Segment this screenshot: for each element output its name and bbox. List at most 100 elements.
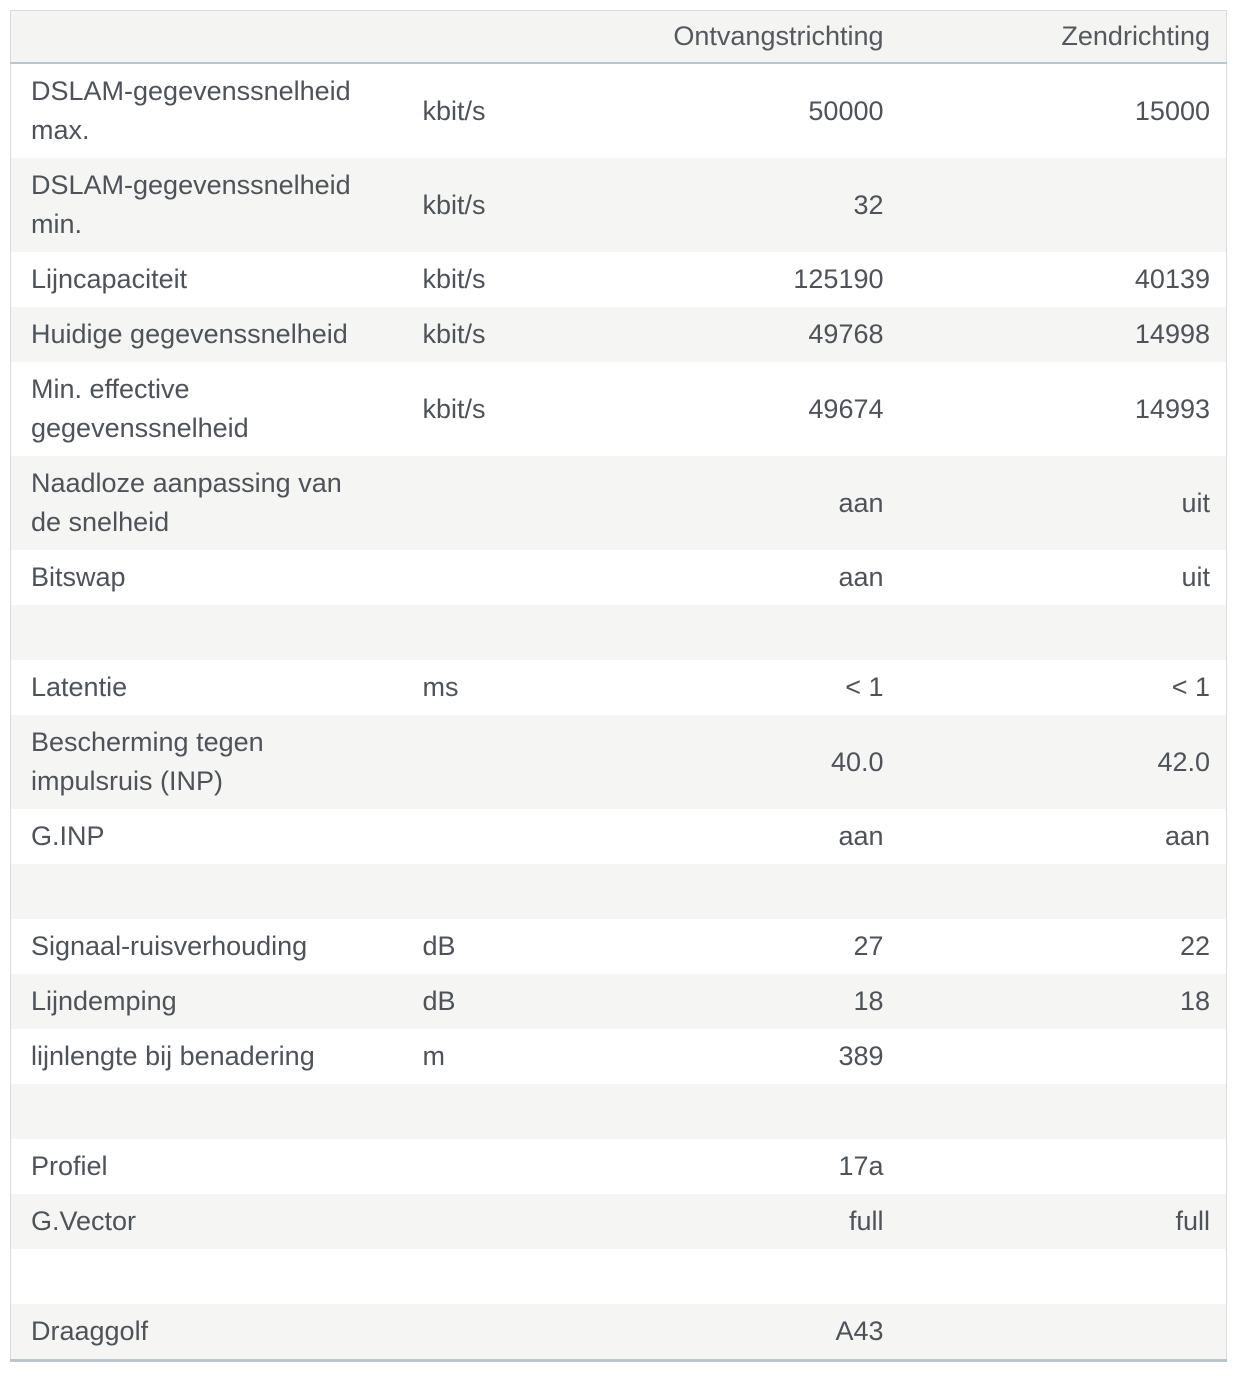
table-row: Lijndemping dB 18 18 <box>10 974 1227 1029</box>
row-receive-value: full <box>848 1206 884 1236</box>
row-label: DSLAM-gegevenssnelheid max. <box>31 76 351 145</box>
row-send-value <box>884 158 1227 252</box>
row-label: Signaal-ruisverhouding <box>31 931 308 961</box>
row-receive-value: 17a <box>838 1151 884 1181</box>
row-send-value: 15000 <box>1134 95 1210 126</box>
row-unit: kbit/s <box>422 264 486 294</box>
table-row <box>10 1249 1227 1304</box>
row-receive-value: 50000 <box>808 95 884 126</box>
table-row <box>10 1084 1227 1139</box>
row-unit: ms <box>422 672 459 702</box>
row-unit <box>423 1139 610 1194</box>
row-send-value: uit <box>1181 487 1210 518</box>
row-label: Latentie <box>31 672 128 702</box>
table-row: Bescherming tegen impulsruis (INP) 40.0 … <box>10 715 1227 809</box>
row-unit: dB <box>422 986 456 1016</box>
row-unit: kbit/s <box>422 319 486 349</box>
row-send-value: 42.0 <box>1157 746 1210 777</box>
row-send-value <box>884 1249 1227 1304</box>
table-row: Min. effective gegevenssnelheid kbit/s 4… <box>10 362 1227 456</box>
row-receive-value: 125190 <box>793 264 884 294</box>
row-unit: kbit/s <box>422 189 486 220</box>
row-unit <box>423 809 610 864</box>
row-unit <box>423 715 610 809</box>
row-label: Lijncapaciteit <box>31 264 188 294</box>
table-row: DSLAM-gegevenssnelheid min. kbit/s 32 <box>10 158 1227 252</box>
row-receive-value: aan <box>838 487 884 518</box>
row-receive-value: 49768 <box>808 319 884 349</box>
row-receive-value: A43 <box>835 1316 884 1346</box>
row-send-value <box>884 1029 1227 1084</box>
table-row: Huidige gegevenssnelheid kbit/s 49768 14… <box>10 307 1227 362</box>
row-unit <box>423 1084 610 1139</box>
row-unit <box>423 864 610 919</box>
row-label: DSLAM-gegevenssnelheid min. <box>31 170 351 239</box>
table-row: Signaal-ruisverhouding dB 27 22 <box>10 919 1227 974</box>
table-row: Draaggolf A43 <box>10 1304 1227 1361</box>
table-row: G.Vector full full <box>10 1194 1227 1249</box>
row-send-value: full <box>1175 1206 1210 1236</box>
row-label: lijnlengte bij benadering <box>31 1041 315 1071</box>
row-send-value: 22 <box>1179 931 1210 961</box>
row-receive-value: 32 <box>853 189 884 220</box>
row-receive-value: 389 <box>838 1041 884 1071</box>
table-row <box>10 864 1227 919</box>
row-send-value <box>884 1139 1227 1194</box>
row-send-value: 40139 <box>1134 264 1210 294</box>
row-receive-value <box>610 1084 884 1139</box>
row-receive-value: < 1 <box>845 672 884 702</box>
row-label: Naadloze aanpassing van de snelheid <box>31 468 342 537</box>
table-row: Naadloze aanpassing van de snelheid aan … <box>10 456 1227 550</box>
header-ontvangstrichting: Ontvangstrichting <box>609 10 884 64</box>
row-receive-value <box>610 605 884 660</box>
table-header-row: Ontvangstrichting Zendrichting <box>10 10 1227 64</box>
row-send-value: aan <box>1164 821 1210 851</box>
row-label: Min. effective gegevenssnelheid <box>31 374 249 443</box>
row-unit <box>423 605 610 660</box>
row-label: Bitswap <box>31 562 126 592</box>
table-row: DSLAM-gegevenssnelheid max. kbit/s 50000… <box>10 63 1227 158</box>
row-receive-value: 40.0 <box>830 746 884 777</box>
row-unit <box>423 1304 610 1361</box>
row-send-value: 14998 <box>1134 319 1210 349</box>
row-send-value: < 1 <box>1171 672 1210 702</box>
table-row: G.INP aan aan <box>10 809 1227 864</box>
row-unit <box>423 550 610 605</box>
row-label: Huidige gegevenssnelheid <box>31 319 348 349</box>
row-send-value <box>884 864 1227 919</box>
row-unit <box>423 456 610 550</box>
row-label <box>11 864 423 919</box>
row-label: Profiel <box>31 1151 108 1181</box>
row-receive-value: 18 <box>853 986 884 1016</box>
table-row: Profiel 17a <box>10 1139 1227 1194</box>
row-send-value: 14993 <box>1134 393 1210 424</box>
row-label: G.Vector <box>31 1206 137 1236</box>
row-label <box>11 1249 423 1304</box>
row-unit: kbit/s <box>422 95 486 126</box>
row-send-value <box>884 1084 1227 1139</box>
table-row <box>10 605 1227 660</box>
row-label: Bescherming tegen impulsruis (INP) <box>31 727 264 796</box>
table-row: Lijncapaciteit kbit/s 125190 40139 <box>10 252 1227 307</box>
row-receive-value: 49674 <box>808 393 884 424</box>
row-send-value: uit <box>1181 562 1210 592</box>
row-send-value <box>884 1304 1227 1361</box>
table-row: lijnlengte bij benadering m 389 <box>10 1029 1227 1084</box>
table-row: Bitswap aan uit <box>10 550 1227 605</box>
row-receive-value <box>610 1249 884 1304</box>
row-receive-value <box>610 864 884 919</box>
row-receive-value: 27 <box>853 931 884 961</box>
row-label: G.INP <box>31 821 105 851</box>
row-unit: kbit/s <box>422 393 486 424</box>
row-label <box>11 605 423 660</box>
row-receive-value: aan <box>838 821 884 851</box>
row-unit: m <box>422 1041 446 1071</box>
row-label <box>11 1084 423 1139</box>
header-label-column <box>10 10 423 64</box>
row-unit <box>423 1194 610 1249</box>
row-unit: dB <box>422 931 456 961</box>
row-label: Draaggolf <box>31 1316 149 1346</box>
table-row: Latentie ms < 1 < 1 <box>10 660 1227 715</box>
row-send-value <box>884 605 1227 660</box>
